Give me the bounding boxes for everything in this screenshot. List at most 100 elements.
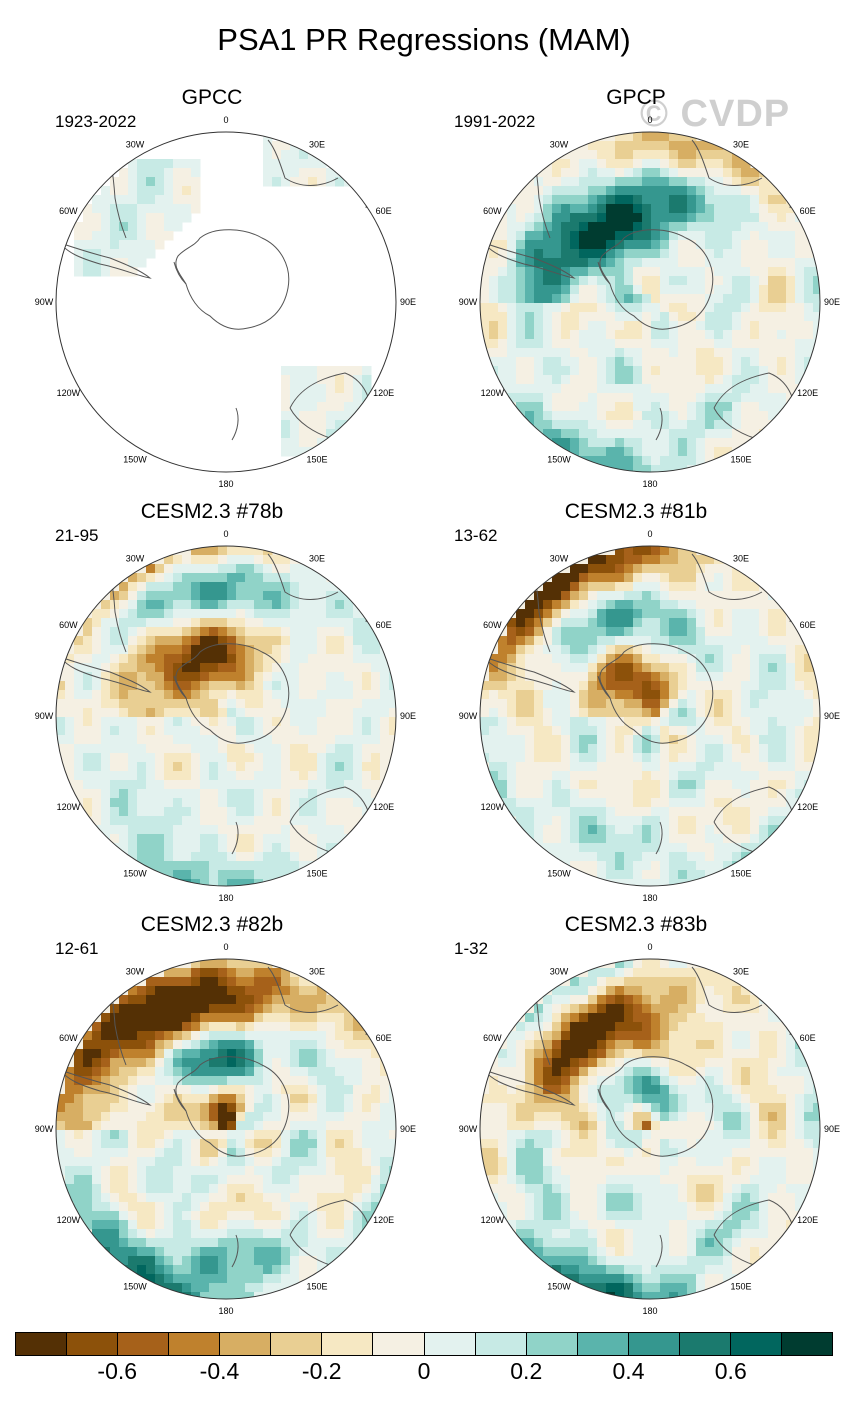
- longitude-label: 30E: [309, 139, 325, 149]
- longitude-label: 90E: [400, 297, 416, 307]
- longitude-label: 90E: [400, 1124, 416, 1134]
- longitude-label: 120W: [57, 1215, 81, 1225]
- colorbar-swatch: [628, 1333, 680, 1355]
- longitude-label: 90W: [459, 297, 478, 307]
- colorbar-swatch: [373, 1333, 425, 1355]
- map-boundary: [55, 131, 397, 473]
- longitude-label: 180: [642, 479, 657, 488]
- longitude-label: 120E: [797, 802, 818, 812]
- longitude-label: 0: [647, 115, 652, 125]
- map-panel: CESM2.3 #81b 13-62 0 30E 60E 90E 120E 150E 180 15…: [424, 500, 848, 902]
- longitude-label: 90E: [824, 1124, 840, 1134]
- colorbar-swatch: [67, 1333, 119, 1355]
- panel-years: 1923-2022: [55, 112, 137, 131]
- longitude-label: 30W: [126, 553, 145, 563]
- longitude-label: 60E: [376, 1033, 392, 1043]
- map-panel: GPCC 1923-2022 0 30E 60E 90E 120E 150E 180 150W 12…: [0, 86, 424, 488]
- longitude-label: 120E: [797, 1215, 818, 1225]
- map-boundary: [479, 545, 821, 887]
- longitude-label: 0: [223, 942, 228, 952]
- longitude-label: 0: [647, 529, 652, 539]
- longitude-label: 90W: [35, 297, 54, 307]
- longitude-label: 120W: [481, 388, 505, 398]
- longitude-label: 30W: [550, 139, 569, 149]
- map-panel: CESM2.3 #83b 1-32 0 30E 60E 90E 120E 150E 180 150…: [424, 913, 848, 1315]
- panel-title: CESM2.3 #83b: [564, 913, 708, 936]
- longitude-label: 150E: [306, 1282, 327, 1292]
- panel-years: 1-32: [454, 939, 489, 958]
- longitude-label: 30E: [733, 139, 749, 149]
- polar-map: 0 30E 60E 90E 120E 150E 180 150W 120W 90W 60W 30W: [459, 115, 840, 488]
- longitude-label: 90E: [400, 711, 416, 721]
- longitude-label: 150E: [730, 455, 751, 465]
- polar-map: 0 30E 60E 90E 120E 150E 180 150W 120W 90W 60W 30W: [459, 942, 840, 1315]
- longitude-label: 30W: [126, 139, 145, 149]
- longitude-label: 150W: [547, 1282, 571, 1292]
- longitude-label: 60W: [59, 206, 78, 216]
- longitude-label: 60E: [376, 206, 392, 216]
- colorbar-tick-label: 0: [417, 1358, 431, 1384]
- panel-title: CESM2.3 #81b: [564, 500, 708, 523]
- colorbar-swatch: [730, 1333, 782, 1355]
- longitude-label: 60W: [483, 206, 502, 216]
- longitude-label: 30W: [126, 966, 145, 976]
- map-boundary: [55, 958, 397, 1300]
- polar-map: 0 30E 60E 90E 120E 150E 180 150W 120W 90W 60W 30W: [35, 529, 416, 902]
- precip-field: [480, 132, 820, 472]
- map-panel: CESM2.3 #78b 21-95 0 30E 60E 90E 120E 150E 180 15…: [0, 500, 424, 902]
- colorbar-swatch: [169, 1333, 221, 1355]
- colorbar-swatch: [271, 1333, 323, 1355]
- longitude-label: 90W: [35, 1124, 54, 1134]
- colorbar-swatch: [526, 1333, 578, 1355]
- longitude-label: 60W: [483, 620, 502, 630]
- longitude-label: 150W: [123, 455, 147, 465]
- colorbar-swatch: [220, 1333, 272, 1355]
- colorbar-swatch: [16, 1333, 68, 1355]
- longitude-label: 120W: [57, 802, 81, 812]
- longitude-label: 150E: [730, 1282, 751, 1292]
- longitude-label: 120E: [797, 388, 818, 398]
- longitude-label: 180: [218, 479, 233, 488]
- colorbar-swatch: [577, 1333, 629, 1355]
- longitude-label: 120E: [373, 802, 394, 812]
- panel-years: 12-61: [55, 939, 99, 958]
- longitude-label: 60E: [800, 620, 816, 630]
- colorbar: [15, 1332, 833, 1356]
- precip-field: [480, 959, 820, 1299]
- longitude-label: 60W: [483, 1033, 502, 1043]
- longitude-label: 30E: [733, 553, 749, 563]
- panel-years: 1991-2022: [454, 112, 536, 131]
- longitude-label: 60E: [800, 1033, 816, 1043]
- longitude-label: 180: [642, 1306, 657, 1315]
- colorbar-swatch: [679, 1333, 731, 1355]
- colorbar-swatch: [322, 1333, 374, 1355]
- longitude-label: 150W: [547, 869, 571, 879]
- coastlines: [483, 139, 795, 441]
- longitude-label: 30E: [733, 966, 749, 976]
- longitude-label: 60W: [59, 1033, 78, 1043]
- longitude-label: 30W: [550, 553, 569, 563]
- cvdp-watermark: © CVDP: [640, 93, 791, 135]
- map-panel: GPCP 1991-2022 0 30E 60E 90E 120E 150E 180 150W 12…: [424, 86, 848, 488]
- longitude-label: 120W: [481, 802, 505, 812]
- longitude-label: 30W: [550, 966, 569, 976]
- longitude-label: 180: [642, 893, 657, 902]
- colorbar-tick-label: 0.2: [510, 1358, 543, 1384]
- colorbar-swatch: [424, 1333, 476, 1355]
- colorbar-tick-label: 0.6: [714, 1358, 747, 1384]
- longitude-label: 60W: [59, 620, 78, 630]
- colorbar-tick-label: -0.4: [199, 1358, 240, 1384]
- longitude-label: 150E: [306, 455, 327, 465]
- longitude-label: 0: [223, 529, 228, 539]
- panel-years: 21-95: [55, 526, 99, 545]
- longitude-label: 60E: [800, 206, 816, 216]
- panel-title: CESM2.3 #82b: [140, 913, 284, 936]
- precip-field: [56, 546, 396, 886]
- panel-title: GPCC: [181, 86, 243, 109]
- polar-map: 0 30E 60E 90E 120E 150E 180 150W 120W 90W 60W 30W: [35, 942, 416, 1315]
- precip-field: [56, 132, 396, 472]
- colorbar-swatch: [475, 1333, 527, 1355]
- longitude-label: 30E: [309, 966, 325, 976]
- longitude-label: 150W: [547, 455, 571, 465]
- map-boundary: [479, 958, 821, 1300]
